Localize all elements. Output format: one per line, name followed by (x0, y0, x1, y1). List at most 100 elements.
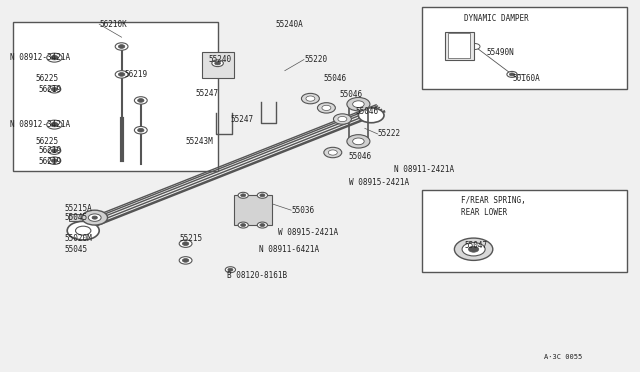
Text: 56225: 56225 (35, 74, 58, 83)
Text: 55240: 55240 (208, 55, 231, 64)
Circle shape (82, 210, 108, 225)
Circle shape (352, 138, 365, 145)
Circle shape (260, 194, 265, 197)
Circle shape (317, 103, 335, 113)
Circle shape (51, 55, 58, 60)
Circle shape (225, 267, 236, 273)
Text: 55046: 55046 (339, 90, 362, 99)
Circle shape (88, 214, 101, 221)
Text: N 08911-6421A: N 08911-6421A (259, 245, 319, 254)
Circle shape (48, 157, 61, 164)
Text: N 08912-3421A: N 08912-3421A (10, 120, 70, 129)
Circle shape (182, 259, 189, 262)
Bar (448, 33, 470, 58)
Circle shape (48, 147, 61, 154)
Circle shape (470, 44, 480, 49)
Circle shape (241, 194, 246, 197)
Circle shape (355, 102, 362, 106)
Circle shape (51, 122, 58, 127)
Text: 56219: 56219 (38, 85, 61, 94)
Circle shape (355, 140, 362, 143)
Circle shape (257, 222, 268, 228)
Text: 55247: 55247 (195, 89, 218, 97)
Circle shape (47, 53, 62, 62)
Text: 56210K: 56210K (99, 20, 127, 29)
Text: 55220: 55220 (304, 55, 327, 64)
Circle shape (138, 99, 144, 102)
Circle shape (215, 62, 220, 65)
Text: REAR LOWER: REAR LOWER (461, 208, 507, 217)
Bar (13, 22, 218, 171)
Text: 55243M: 55243M (186, 137, 213, 146)
Circle shape (134, 126, 147, 134)
Circle shape (358, 108, 384, 123)
Circle shape (352, 100, 365, 108)
Bar (445, 32, 474, 60)
Text: N 08911-2421A: N 08911-2421A (394, 165, 454, 174)
Text: 55222: 55222 (378, 129, 401, 138)
Circle shape (76, 226, 91, 235)
Text: 55020M: 55020M (64, 234, 92, 243)
Circle shape (509, 73, 515, 76)
Text: DYNAMIC DAMPER: DYNAMIC DAMPER (464, 14, 529, 23)
Bar (422, 190, 627, 272)
Circle shape (462, 243, 485, 256)
Text: 56219: 56219 (38, 146, 61, 155)
Circle shape (328, 150, 337, 155)
Bar (234, 195, 272, 225)
Circle shape (241, 224, 246, 227)
Circle shape (454, 238, 493, 260)
Text: 55046: 55046 (355, 107, 378, 116)
Circle shape (51, 159, 58, 163)
Circle shape (92, 216, 97, 219)
Text: 55045: 55045 (64, 213, 87, 222)
Circle shape (324, 147, 342, 158)
Circle shape (333, 114, 351, 124)
Circle shape (507, 71, 517, 77)
Circle shape (260, 224, 265, 227)
Circle shape (347, 97, 370, 111)
Text: 55247: 55247 (230, 115, 253, 124)
Circle shape (257, 192, 268, 198)
Text: 55036: 55036 (291, 206, 314, 215)
Text: 56219: 56219 (125, 70, 148, 79)
Text: A·3C 0055: A·3C 0055 (544, 354, 582, 360)
Bar (202, 52, 234, 78)
Text: F/REAR SPRING,: F/REAR SPRING, (461, 196, 525, 205)
Circle shape (182, 242, 189, 246)
Circle shape (322, 105, 331, 110)
Text: 55047: 55047 (464, 241, 487, 250)
Circle shape (468, 246, 479, 252)
Text: 55215: 55215 (179, 234, 202, 243)
Circle shape (48, 86, 61, 93)
Bar (422, 7, 627, 89)
Circle shape (238, 222, 248, 228)
Text: 56219: 56219 (38, 157, 61, 166)
Circle shape (51, 149, 58, 153)
Bar (69, 214, 95, 221)
Text: 55045: 55045 (64, 245, 87, 254)
Text: 55490N: 55490N (486, 48, 514, 57)
Circle shape (353, 138, 364, 145)
Circle shape (301, 93, 319, 104)
Text: 50160A: 50160A (512, 74, 540, 83)
Circle shape (353, 101, 364, 108)
Circle shape (338, 116, 347, 122)
Circle shape (306, 96, 315, 101)
Circle shape (115, 43, 128, 50)
Text: 55240A: 55240A (275, 20, 303, 29)
Circle shape (67, 221, 99, 240)
Circle shape (134, 97, 147, 104)
Circle shape (51, 87, 58, 91)
Text: 56225: 56225 (35, 137, 58, 146)
Text: 55215A: 55215A (64, 204, 92, 213)
Text: W 08915-2421A: W 08915-2421A (278, 228, 339, 237)
Circle shape (347, 135, 370, 148)
Text: 55046: 55046 (323, 74, 346, 83)
Circle shape (118, 73, 125, 76)
Circle shape (179, 257, 192, 264)
Text: N 08912-3421A: N 08912-3421A (10, 53, 70, 62)
Text: W 08915-2421A: W 08915-2421A (349, 178, 409, 187)
Circle shape (115, 71, 128, 78)
Circle shape (238, 192, 248, 198)
